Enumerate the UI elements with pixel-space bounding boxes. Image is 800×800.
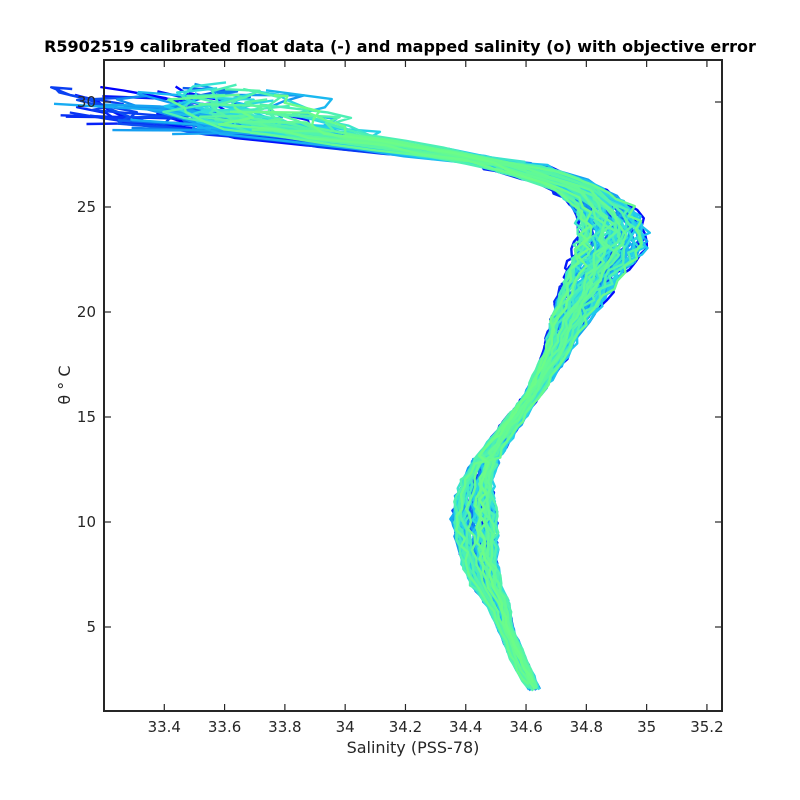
chart-title: R5902519 calibrated float data (-) and m…: [44, 37, 756, 56]
axes-background: [104, 60, 722, 711]
ticks-layer: 33.4 33.6 33.8 34 34.2 34.4 34.6 34.8 35 35.2 5 10 1…: [77, 60, 724, 736]
y-tick-label: 30: [77, 93, 96, 111]
y-tick-label: 20: [77, 303, 96, 321]
x-tick-label: 35: [637, 718, 656, 736]
profiles-layer: [50, 81, 651, 692]
axes-frame: [103, 59, 723, 712]
profile-line: [229, 110, 643, 686]
profile-line: [251, 128, 628, 684]
y-tick-label: 10: [77, 513, 96, 531]
profile-line: [217, 106, 593, 690]
x-tick-label: 34: [336, 718, 355, 736]
x-tick-label: 33.8: [268, 718, 301, 736]
profile-line: [167, 93, 606, 689]
x-tick-label: 34.2: [389, 718, 422, 736]
x-tick-label: 33.6: [208, 718, 241, 736]
profile-line: [273, 94, 593, 683]
x-tick-label: 35.2: [690, 718, 723, 736]
y-tick-label: 25: [77, 198, 96, 216]
y-axis-label: θ ° C: [55, 365, 74, 404]
x-tick-label: 34.6: [509, 718, 542, 736]
x-tick-label: 34.4: [449, 718, 482, 736]
x-tick-label: 34.8: [570, 718, 603, 736]
profile-line: [210, 88, 589, 687]
profile-line: [243, 87, 644, 689]
y-tick-label: 5: [86, 618, 96, 636]
x-axis-label: Salinity (PSS-78): [347, 738, 480, 757]
y-tick-label: 15: [77, 408, 96, 426]
x-tick-label: 33.4: [148, 718, 181, 736]
